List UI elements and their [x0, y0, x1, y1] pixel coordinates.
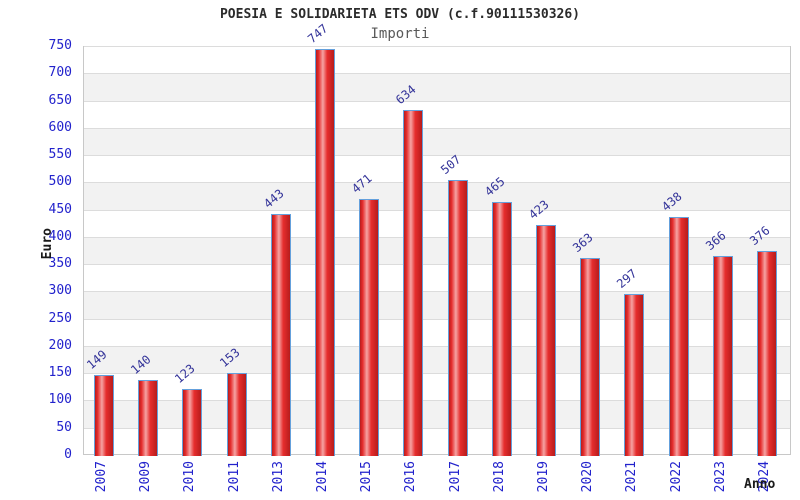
y-axis-title: Euro: [40, 228, 55, 260]
y-tick-label: 500: [48, 174, 72, 190]
x-tick-label-2016: 2016: [403, 461, 419, 493]
gridline: [84, 100, 790, 102]
bar-2015: [359, 199, 380, 456]
gridline: [84, 318, 790, 320]
y-tick-label: 650: [48, 92, 72, 108]
y-tick-label: 350: [48, 256, 72, 272]
x-tick-label-2010: 2010: [182, 461, 198, 493]
bar-2019: [536, 225, 556, 456]
x-axis-title: Anno: [744, 477, 776, 492]
x-tick-label-2009: 2009: [138, 461, 154, 493]
x-tick-label-2019: 2019: [536, 461, 551, 493]
gridline: [84, 46, 790, 47]
y-tick-label: 250: [48, 310, 72, 326]
x-tick-label-2021: 2021: [624, 461, 640, 493]
gridline: [84, 236, 790, 238]
plot-area: 149 140 123 153 443 747 471 634 507 465 423 363 297 4…: [83, 21, 791, 456]
bar-2013: [270, 214, 291, 456]
gridline: [84, 373, 790, 375]
plot-band: [84, 128, 790, 157]
bar-2017: [447, 179, 468, 456]
x-tick-label-2007: 2007: [94, 461, 109, 493]
bar-2010: [182, 388, 203, 456]
x-tick-label-2020: 2020: [580, 461, 596, 493]
x-tick-label-2013: 2013: [270, 461, 286, 493]
gridline: [84, 264, 790, 266]
x-tick-label-2023: 2023: [712, 461, 728, 493]
x-tick-label-2011: 2011: [226, 461, 242, 493]
bar-2021: [624, 294, 645, 456]
y-tick-label: 150: [48, 365, 72, 381]
gridline: [84, 73, 790, 75]
bar-2011: [226, 372, 247, 456]
gridline: [84, 291, 790, 293]
bar-2022: [668, 217, 689, 456]
y-tick-label: 0: [64, 447, 72, 462]
gridline: [84, 155, 790, 157]
x-tick-label-2022: 2022: [668, 461, 684, 493]
bar-2016: [403, 110, 424, 456]
gridline: [84, 427, 790, 429]
x-tick-label-2017: 2017: [447, 461, 463, 493]
gridline: [84, 127, 790, 129]
gridline: [84, 400, 790, 402]
x-tick-label-2014: 2014: [315, 461, 330, 493]
y-tick-label: 50: [56, 419, 72, 435]
y-tick-label: 700: [48, 65, 72, 81]
gridline: [84, 209, 790, 211]
y-tick-label: 450: [48, 201, 72, 217]
y-tick-label: 400: [48, 228, 72, 244]
bar-2009: [138, 379, 159, 456]
bar-2023: [712, 256, 733, 456]
gridline: [84, 345, 790, 347]
gridline: [84, 182, 790, 184]
bar-2014: [315, 48, 335, 456]
chart-subtitle: Importi: [370, 26, 430, 42]
y-tick-label: 300: [48, 283, 72, 299]
bar-2018: [491, 202, 512, 456]
y-tick-label: 200: [48, 337, 72, 353]
bar-2020: [580, 258, 601, 456]
plot-band: [84, 183, 790, 211]
y-tick-label: 100: [48, 392, 72, 408]
y-tick-label: 600: [48, 119, 72, 135]
bar-2024: [757, 250, 777, 456]
y-tick-label: 550: [48, 147, 72, 163]
chart-title: POESIA E SOLIDARIETA ETS ODV (c.f.901115…: [219, 7, 581, 22]
plot-band: [84, 74, 790, 102]
x-tick-label-2018: 2018: [491, 461, 507, 493]
x-tick-label-2015: 2015: [359, 461, 375, 493]
bar-2007: [94, 374, 114, 456]
y-tick-label: 750: [48, 38, 72, 53]
bar-value-label: 297: [614, 266, 641, 292]
